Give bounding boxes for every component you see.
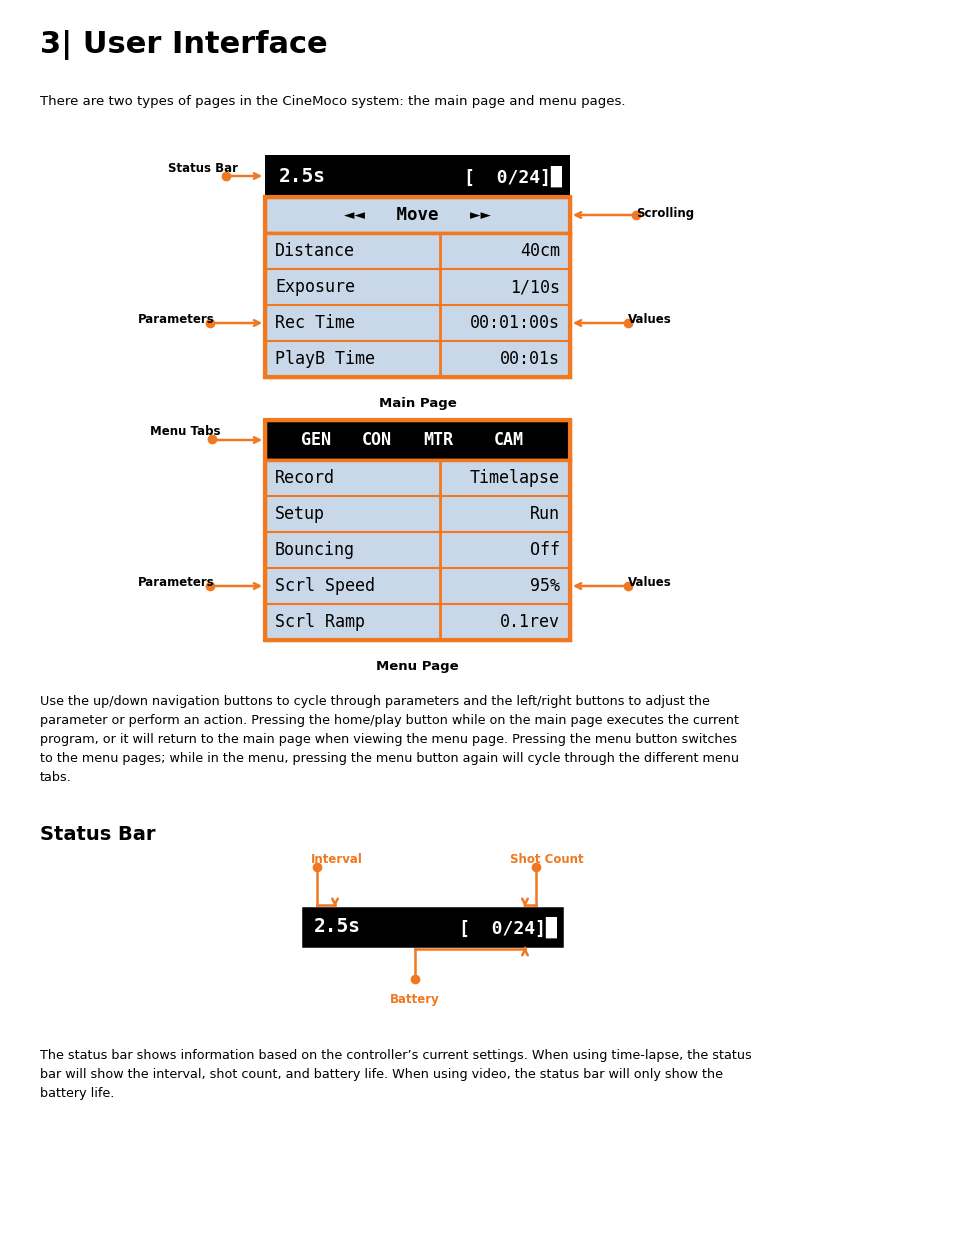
Text: 00:01:00s: 00:01:00s [470, 314, 559, 332]
Text: Status Bar: Status Bar [168, 162, 237, 175]
Bar [265, 459, 569, 496]
Text: Interval: Interval [311, 853, 362, 866]
Text: ◄◄   Move   ►►: ◄◄ Move ►► [344, 206, 491, 224]
Text: Off: Off [530, 541, 559, 559]
Text: There are two types of pages in the CineMoco system: the main page and menu page: There are two types of pages in the Cine… [40, 95, 625, 107]
Bar [265, 269, 569, 305]
Text: [  0/24]█: [ 0/24]█ [458, 916, 557, 937]
Text: 00:01s: 00:01s [499, 350, 559, 368]
Text: PlayB Time: PlayB Time [274, 350, 375, 368]
Bar [265, 496, 569, 532]
Text: [  0/24]█: [ 0/24]█ [464, 165, 561, 186]
Text: 40cm: 40cm [519, 242, 559, 261]
Text: Shot Count: Shot Count [510, 853, 583, 866]
Text: MTR: MTR [422, 431, 453, 450]
Text: Scrolling: Scrolling [636, 207, 694, 220]
Text: Parameters: Parameters [138, 576, 214, 589]
Bar [265, 305, 569, 341]
Text: Menu Page: Menu Page [375, 659, 458, 673]
Text: Parameters: Parameters [138, 312, 214, 326]
Text: Exposure: Exposure [274, 278, 355, 296]
Bar [265, 532, 569, 568]
Text: 0.1rev: 0.1rev [499, 613, 559, 631]
Text: Rec Time: Rec Time [274, 314, 355, 332]
Text: Menu Tabs: Menu Tabs [150, 425, 220, 438]
Text: CON: CON [361, 431, 392, 450]
Bar [265, 341, 569, 377]
Text: Setup: Setup [274, 505, 325, 522]
Bar [299, 905, 564, 948]
Text: Scrl Speed: Scrl Speed [274, 577, 375, 595]
Bar [265, 568, 569, 604]
Bar [265, 198, 569, 377]
Text: The status bar shows information based on the controller’s current settings. Whe: The status bar shows information based o… [40, 1049, 751, 1100]
Text: 3| User Interface: 3| User Interface [40, 30, 327, 61]
Bar [265, 233, 569, 269]
Text: CAM: CAM [494, 431, 523, 450]
Bar [265, 233, 569, 377]
Text: Bouncing: Bouncing [274, 541, 355, 559]
Bar [265, 459, 569, 640]
Text: Timelapse: Timelapse [470, 469, 559, 487]
Text: Battery: Battery [390, 993, 439, 1007]
Bar [265, 156, 569, 198]
Text: Values: Values [627, 312, 671, 326]
Bar [299, 905, 564, 948]
Text: Scrl Ramp: Scrl Ramp [274, 613, 365, 631]
Text: Status Bar: Status Bar [40, 825, 155, 844]
Text: Use the up/down navigation buttons to cycle through parameters and the left/righ: Use the up/down navigation buttons to cy… [40, 695, 739, 784]
Text: Values: Values [627, 576, 671, 589]
Text: 2.5s: 2.5s [278, 167, 326, 185]
Text: Record: Record [274, 469, 335, 487]
Bar [265, 420, 569, 459]
Text: 2.5s: 2.5s [314, 918, 360, 936]
Text: GEN: GEN [301, 431, 331, 450]
Text: 95%: 95% [530, 577, 559, 595]
Bar [265, 604, 569, 640]
Text: Distance: Distance [274, 242, 355, 261]
Text: 1/10s: 1/10s [510, 278, 559, 296]
Bar [265, 198, 569, 233]
Text: Run: Run [530, 505, 559, 522]
Text: Main Page: Main Page [378, 396, 456, 410]
Bar [265, 420, 569, 640]
